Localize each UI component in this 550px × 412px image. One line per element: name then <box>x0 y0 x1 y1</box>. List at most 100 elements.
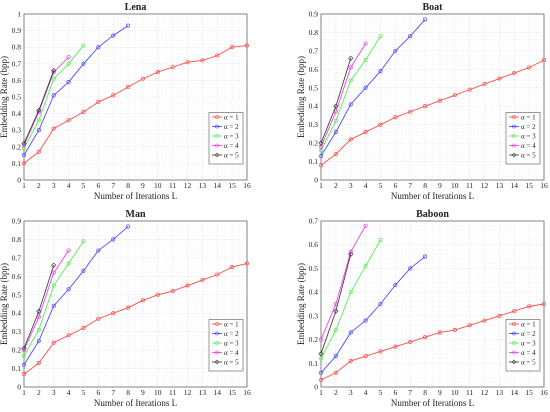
x-tick-label: 12 <box>184 181 192 190</box>
data-point <box>140 298 145 303</box>
chart-title: Baboon <box>416 209 449 220</box>
data-point <box>81 325 86 331</box>
data-point <box>21 161 27 166</box>
data-point <box>467 87 472 92</box>
x-tick-label: 16 <box>540 388 548 397</box>
legend-entry: α = 1 <box>224 114 239 122</box>
data-point <box>66 55 71 60</box>
data-point <box>318 351 324 357</box>
legend-entry: α = 3 <box>521 133 536 141</box>
y-tick-label: 0.6 <box>12 272 22 281</box>
data-point <box>51 283 56 288</box>
chart-panel: 1 2 3 4 5 6 7 8 9 10 11 12 13 14 15 1600.10.20.30.40.50… <box>296 2 548 201</box>
series-line <box>23 241 84 356</box>
x-tick-label: 13 <box>199 181 207 190</box>
chart-title: Lena <box>125 2 147 13</box>
x-tick-label: 3 <box>349 388 353 397</box>
y-tick-label: 0.3 <box>309 311 319 320</box>
y-tick-label: 0.1 <box>12 364 22 373</box>
axes-frame <box>23 13 248 181</box>
x-tick-label: 3 <box>52 181 56 190</box>
x-tick-label: 4 <box>364 181 368 190</box>
x-tick-label: 13 <box>496 181 504 190</box>
y-tick-label: 0.9 <box>309 10 319 19</box>
x-tick-label: 15 <box>228 181 236 190</box>
data-point <box>126 84 131 90</box>
y-tick-label: 0.8 <box>12 235 22 244</box>
data-point <box>51 303 56 308</box>
data-point <box>318 377 324 382</box>
series-line <box>320 43 366 147</box>
x-tick-label: 11 <box>169 388 176 397</box>
x-tick-label: 15 <box>525 181 533 190</box>
data-point <box>21 348 27 353</box>
data-point <box>81 239 86 244</box>
data-point <box>215 53 220 58</box>
y-tick-label: 0.8 <box>12 43 22 52</box>
data-point <box>81 109 86 114</box>
y-axis-label: Embedding Rate (bpp) <box>296 263 306 345</box>
series-line <box>23 250 69 351</box>
y-tick-label: 0.3 <box>309 120 319 129</box>
axes-frame <box>23 220 248 388</box>
data-point <box>51 67 57 74</box>
data-point <box>541 301 547 307</box>
legend-marker <box>512 331 516 336</box>
data-point <box>363 318 368 323</box>
series-line <box>23 56 69 146</box>
x-tick-label: 4 <box>364 388 368 397</box>
legend-marker <box>215 124 219 129</box>
data-point <box>21 140 27 147</box>
y-tick-label: 0.1 <box>309 157 319 166</box>
legend-entry: α = 1 <box>521 114 536 122</box>
data-point <box>140 76 145 81</box>
data-point <box>408 266 413 271</box>
legend-marker <box>512 322 516 326</box>
data-point <box>318 140 324 146</box>
data-point <box>36 128 41 133</box>
series-line <box>23 262 248 375</box>
data-point <box>393 282 398 288</box>
data-point <box>437 98 442 103</box>
legend-marker <box>215 341 219 345</box>
data-point <box>215 272 220 277</box>
y-tick-label: 0.4 <box>12 109 22 118</box>
data-point <box>452 328 457 333</box>
data-point <box>363 264 368 269</box>
data-point <box>66 80 71 85</box>
series-line <box>320 256 426 374</box>
data-point <box>51 340 56 345</box>
y-tick-label: 0.4 <box>309 288 319 297</box>
chart-title: Man <box>126 209 146 220</box>
data-point <box>96 316 101 321</box>
legend-marker <box>214 152 220 158</box>
data-point <box>200 58 205 63</box>
x-tick-label: 5 <box>82 181 86 190</box>
data-point <box>185 283 190 288</box>
series-line <box>23 226 129 366</box>
x-tick-label: 10 <box>451 388 459 397</box>
data-point <box>348 55 354 61</box>
series-line <box>320 35 381 151</box>
x-tick-label: 1 <box>319 181 323 190</box>
data-point <box>66 333 71 338</box>
data-point <box>155 292 160 297</box>
data-point <box>96 248 101 253</box>
data-point <box>36 338 41 343</box>
legend-entry: α = 3 <box>521 340 536 348</box>
series-line <box>23 265 55 349</box>
data-point <box>452 93 457 98</box>
legend-entry: α = 2 <box>521 123 536 131</box>
x-tick-label: 7 <box>408 181 412 190</box>
legend-marker <box>512 350 516 355</box>
legend-marker <box>511 152 517 158</box>
legend-marker <box>215 134 219 138</box>
chart-title: Boat <box>423 2 444 13</box>
series-line <box>320 225 366 340</box>
data-point <box>36 149 41 154</box>
data-point <box>348 290 353 295</box>
data-point <box>66 248 71 253</box>
data-point <box>185 60 190 65</box>
x-tick-label: 2 <box>37 388 41 397</box>
legend-entry: α = 4 <box>224 349 239 357</box>
